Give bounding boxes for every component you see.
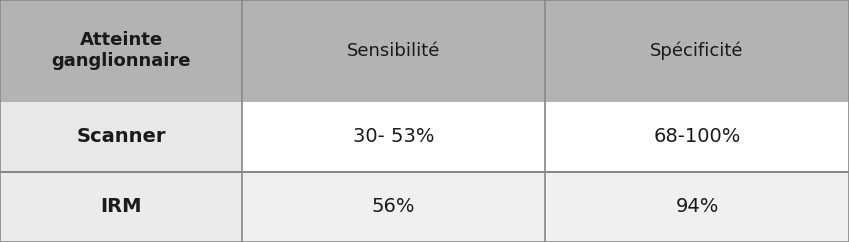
Bar [242,102,545,172]
Text: 56%: 56% [372,197,415,216]
Bar [0,0,242,102]
Text: Spécificité: Spécificité [650,42,744,60]
Bar [242,0,545,102]
Bar [545,0,849,102]
Bar [545,172,849,242]
Text: 68-100%: 68-100% [654,127,740,146]
Bar [545,102,849,172]
Text: Scanner: Scanner [76,127,166,146]
Text: 30- 53%: 30- 53% [353,127,434,146]
Text: Sensibilité: Sensibilité [347,42,440,60]
Bar [0,102,242,172]
Bar [242,172,545,242]
Bar [0,172,242,242]
Text: Atteinte
ganglionnaire: Atteinte ganglionnaire [51,31,191,70]
Text: IRM: IRM [100,197,142,216]
Text: 94%: 94% [675,197,719,216]
